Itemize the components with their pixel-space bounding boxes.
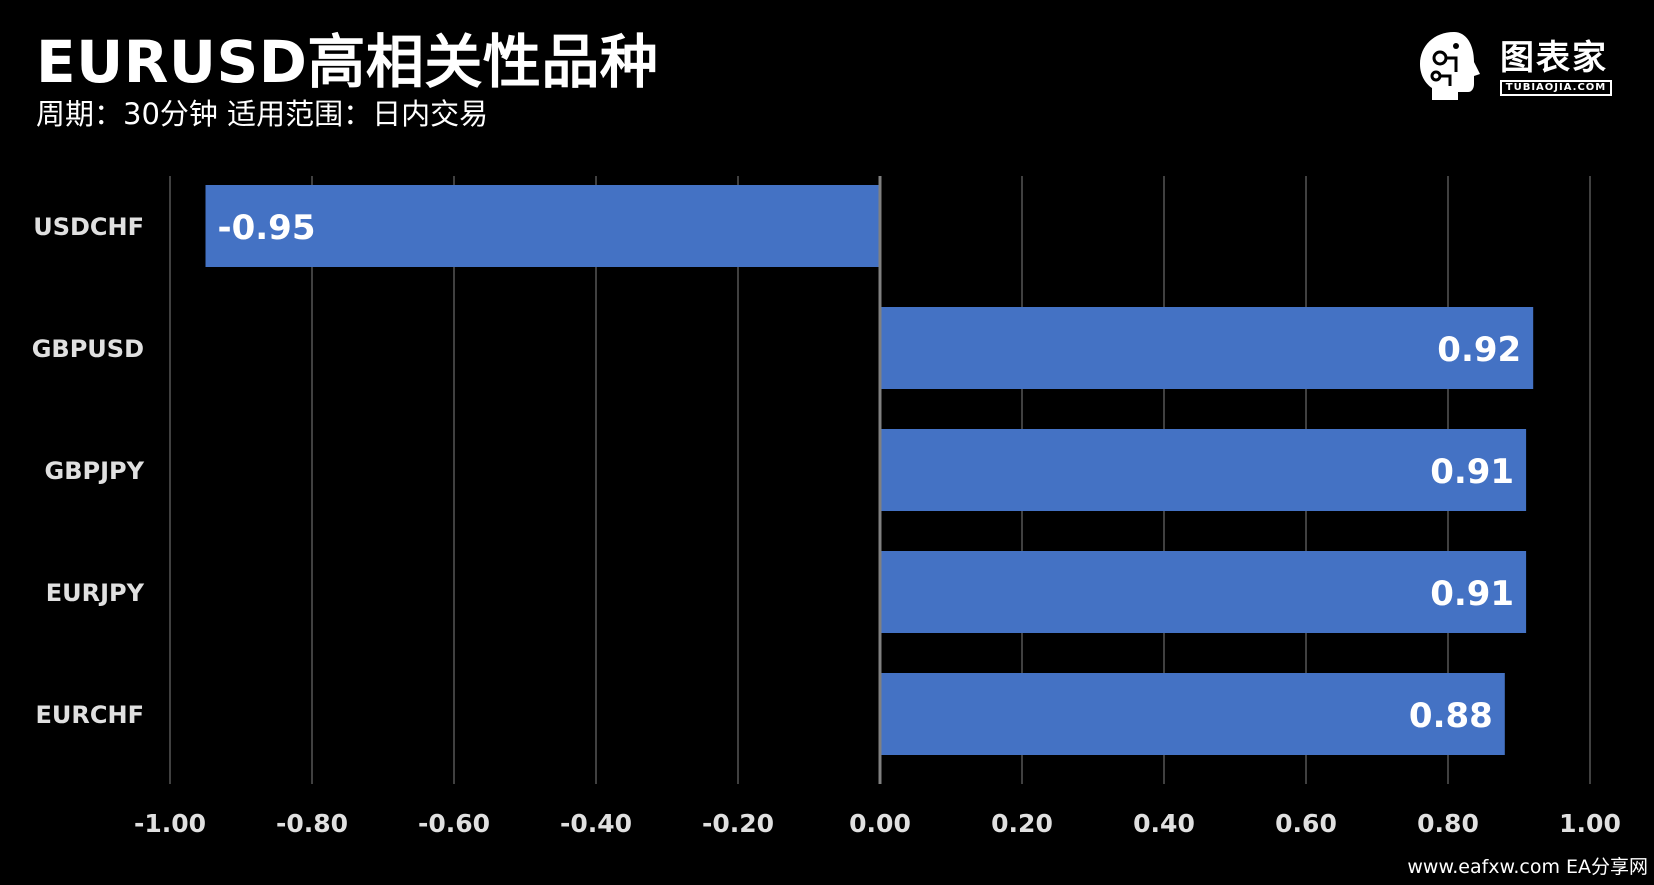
bar-gbpjpy: [880, 429, 1527, 511]
category-label: USDCHF: [33, 213, 144, 241]
x-tick-label: 0.80: [1417, 809, 1479, 838]
data-label: 0.92: [1437, 330, 1521, 370]
bar-usdchf: [205, 185, 880, 267]
data-label: 0.91: [1430, 574, 1514, 614]
brand-logo: 图表家 TUBIAOJIA.COM: [1414, 28, 1614, 104]
x-tick-label: -1.00: [134, 809, 206, 838]
x-tick-label: -0.20: [702, 809, 774, 838]
category-label: EURCHF: [36, 701, 144, 729]
x-tick-label: 0.20: [991, 809, 1053, 838]
x-tick-label: -0.80: [276, 809, 348, 838]
bar-eurchf: [880, 673, 1505, 755]
category-label: EURJPY: [46, 579, 145, 607]
x-tick-label: 1.00: [1559, 809, 1621, 838]
category-labels: USDCHF GBPUSD GBPJPY EURJPY EURCHF: [32, 213, 145, 729]
x-tick-label: 0.60: [1275, 809, 1337, 838]
data-label: 0.88: [1409, 696, 1493, 736]
category-label: GBPJPY: [45, 457, 145, 485]
bar-gbpusd: [880, 307, 1534, 389]
bar-eurjpy: [880, 551, 1527, 633]
x-tick-labels: -1.00 -0.80 -0.60 -0.40 -0.20 0.00 0.20 0.40 0.6…: [134, 809, 1621, 838]
x-tick-label: -0.60: [418, 809, 490, 838]
head-circuit-icon: [1420, 32, 1480, 100]
x-tick-label: 0.40: [1133, 809, 1195, 838]
x-tick-label: -0.40: [560, 809, 632, 838]
category-label: GBPUSD: [32, 335, 144, 363]
brand-name: 图表家: [1500, 38, 1608, 78]
chart-subtitle: 周期：30分钟 适用范围：日内交易: [36, 97, 489, 131]
data-label: 0.91: [1430, 452, 1514, 492]
brand-domain: TUBIAOJIA.COM: [1500, 80, 1612, 96]
x-tick-label: 0.00: [849, 809, 911, 838]
data-labels: -0.95 0.92 0.91 0.91 0.88: [218, 208, 1522, 736]
data-label: -0.95: [218, 208, 316, 248]
chart-title: EURUSD高相关性品种: [36, 28, 659, 96]
bars: [205, 185, 1534, 755]
footer-watermark: www.eafxw.com EA分享网: [1407, 856, 1648, 878]
